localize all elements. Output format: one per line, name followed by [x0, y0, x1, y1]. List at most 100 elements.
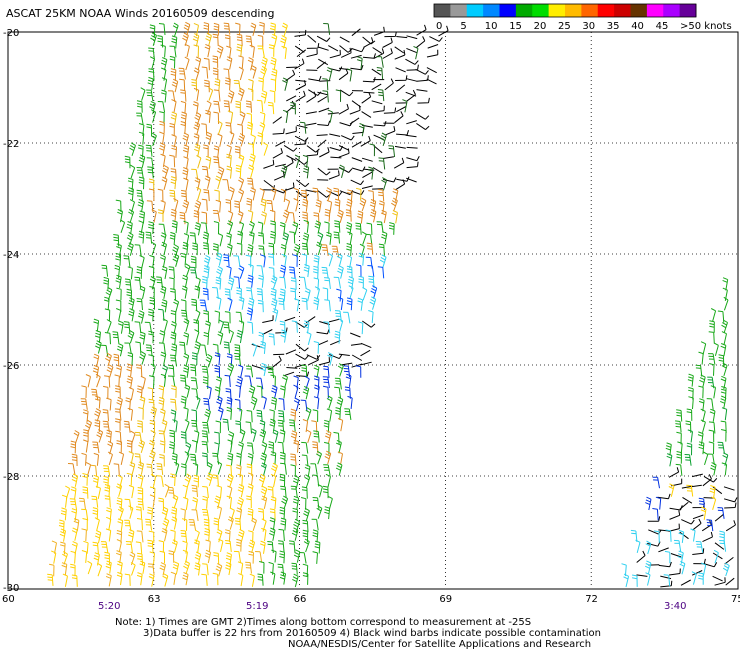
wind-barb: [233, 276, 241, 289]
note-line-2: 3)Data buffer is 22 hrs from 20160509 4)…: [143, 628, 601, 639]
wind-barb: [234, 352, 241, 365]
wind-barb: [82, 473, 88, 486]
wind-barb: [283, 371, 295, 377]
wind-barb: [226, 473, 234, 488]
wind-barb: [258, 77, 264, 91]
wind-barb: [212, 572, 219, 586]
wind-barb: [680, 579, 691, 586]
wind-barb: [183, 156, 189, 170]
wind-barb: [294, 363, 306, 368]
wind-barb: [150, 32, 157, 46]
wind-barb: [316, 505, 323, 519]
wind-barb: [171, 539, 178, 553]
wind-barb: [319, 80, 331, 82]
wind-barb: [257, 299, 264, 313]
wind-barb: [247, 177, 254, 190]
wind-barb: [235, 22, 241, 36]
wind-barb: [351, 141, 362, 148]
wind-barb: [314, 286, 320, 300]
wind-barb: [182, 132, 189, 146]
wind-barb: [328, 318, 340, 323]
wind-barb: [159, 111, 165, 124]
wind-barb: [203, 144, 209, 158]
wind-barb: [317, 46, 329, 51]
wind-barb: [224, 34, 231, 47]
wind-barb: [692, 518, 702, 531]
wind-barb: [205, 539, 211, 553]
wind-barb: [94, 395, 101, 409]
wind-barb: [248, 550, 254, 564]
wind-barb: [723, 296, 729, 311]
wind-barb: [282, 209, 290, 224]
wind-barb: [105, 429, 112, 443]
wind-barb: [182, 167, 189, 181]
wind-barb: [259, 561, 265, 574]
wind-barb: [360, 342, 372, 349]
wind-barb: [150, 132, 157, 147]
wind-barb: [137, 498, 144, 511]
wind-barb: [194, 539, 200, 553]
wind-barb: [124, 498, 132, 511]
wind-barb: [147, 387, 154, 400]
wind-barb: [350, 179, 364, 186]
wind-barb: [295, 343, 309, 352]
wind-barb: [438, 25, 449, 37]
wind-barb: [669, 568, 681, 576]
wind-barb: [316, 35, 331, 42]
wind-barb: [722, 562, 730, 577]
wind-barb: [278, 297, 285, 311]
legend-label: 35: [607, 21, 620, 32]
wind-barb: [302, 572, 309, 585]
wind-barb: [237, 87, 245, 102]
wind-barb: [238, 188, 245, 203]
wind-barb: [170, 398, 177, 411]
wind-barb: [396, 106, 407, 113]
wind-barb: [106, 397, 112, 411]
wind-barb: [291, 320, 298, 333]
wind-barb: [321, 244, 329, 256]
legend-swatch: [646, 4, 664, 17]
wind-barb: [372, 47, 383, 54]
wind-barb: [396, 130, 409, 136]
wind-barb: [191, 439, 198, 453]
legend-label: >50 knots: [680, 21, 732, 32]
wind-barb: [202, 452, 208, 465]
wind-barb: [313, 364, 320, 379]
wind-barb: [394, 111, 404, 124]
wind-barb: [280, 462, 287, 475]
wind-barb: [171, 78, 179, 93]
wind-barb: [302, 385, 310, 400]
wind-barb: [103, 276, 110, 290]
wind-barb: [362, 286, 368, 301]
wind-barb: [334, 198, 341, 212]
wind-barb: [226, 243, 233, 257]
wind-barb: [245, 100, 252, 113]
wind-barb: [226, 153, 232, 167]
wind-barb: [712, 486, 723, 495]
wind-barb: [723, 486, 735, 491]
wind-barb: [292, 221, 299, 235]
wind-barb: [148, 450, 156, 464]
wind-barb: [280, 517, 287, 531]
wind-barb: [382, 156, 394, 159]
wind-barb: [214, 352, 221, 366]
wind-barb: [200, 222, 208, 235]
wind-barb: [719, 530, 725, 544]
wind-barb: [202, 231, 209, 245]
wind-barb: [136, 189, 143, 202]
wind-barb: [368, 310, 374, 323]
legend-swatch: [466, 4, 484, 17]
wind-barb: [116, 287, 122, 301]
wind-barb: [203, 189, 210, 202]
wind-barb: [234, 517, 242, 530]
wind-barb: [93, 353, 100, 367]
wind-barb: [270, 571, 276, 585]
wind-barb: [317, 96, 328, 103]
wind-barb: [676, 451, 682, 464]
wind-barb: [103, 465, 111, 477]
wind-barb: [238, 320, 245, 334]
wind-barb: [293, 187, 300, 201]
wind-barb: [71, 453, 78, 467]
wind-barb: [282, 77, 289, 91]
wind-barb: [252, 342, 258, 357]
